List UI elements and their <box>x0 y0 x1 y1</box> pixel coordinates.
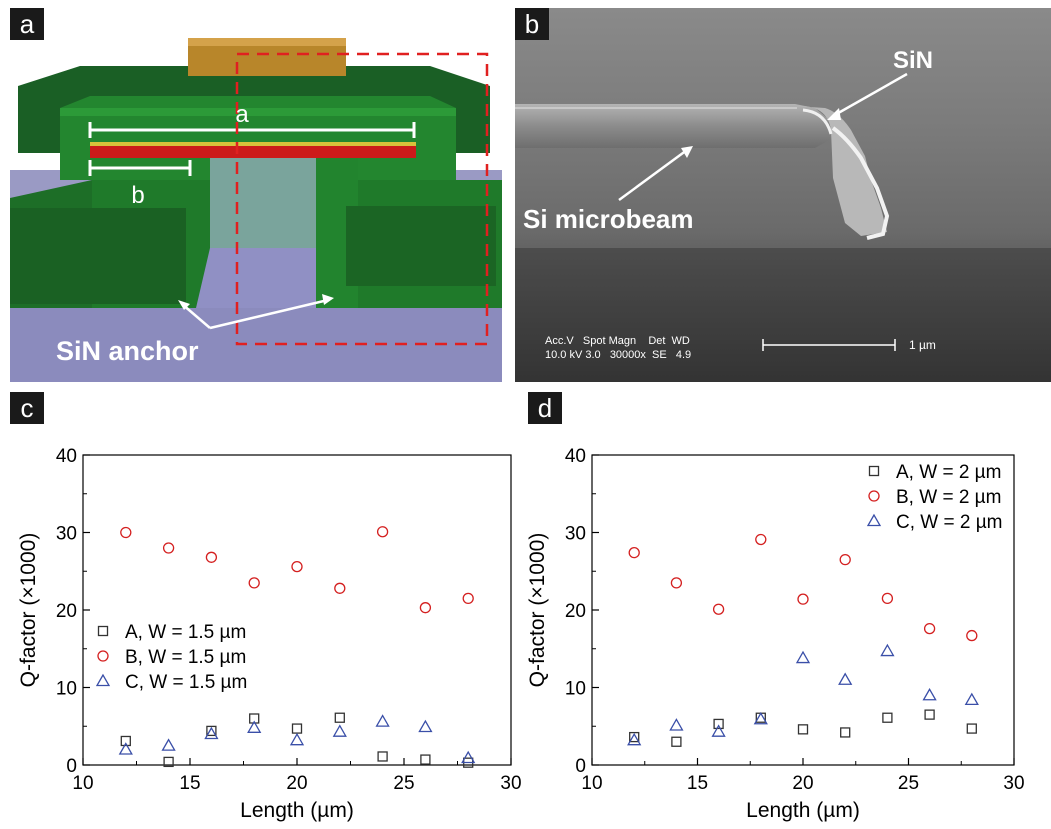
series-c-point <box>966 694 978 705</box>
legend-marker-c <box>97 675 109 686</box>
series-b-point <box>882 593 892 603</box>
schematic-panel: a b SiN anchor a <box>10 8 502 382</box>
x-tick-label: 20 <box>792 773 813 794</box>
series-c-point <box>334 726 346 737</box>
legend-marker-a <box>870 467 879 476</box>
chart-c-svg: 1015202530010203040Length (µm)Q-factor (… <box>0 420 525 824</box>
series-c-point <box>881 645 893 656</box>
y-tick-label: 30 <box>56 524 77 545</box>
series-c-point <box>377 716 389 727</box>
series-c-point <box>797 652 809 663</box>
y-tick-label: 10 <box>565 679 586 700</box>
series-b-point <box>206 552 216 562</box>
series-b-point <box>463 593 473 603</box>
y-tick-label: 40 <box>56 446 77 467</box>
series-a-point <box>883 713 892 722</box>
series-b-point <box>671 578 681 588</box>
x-tick-label: 30 <box>1003 773 1024 794</box>
y-tick-label: 30 <box>565 524 586 545</box>
y-tick-label: 40 <box>565 446 586 467</box>
chart-d-svg: 1015202530010203040Length (µm)Q-factor (… <box>525 420 1051 824</box>
y-tick-label: 20 <box>565 601 586 622</box>
dimension-a-label: a <box>235 101 249 128</box>
series-c-point <box>839 674 851 685</box>
series-b-point <box>164 543 174 553</box>
series-b-point <box>756 534 766 544</box>
series-c-point <box>670 719 682 730</box>
series-b-point <box>714 604 724 614</box>
panel-d-tag: d <box>528 392 562 424</box>
series-a-point <box>335 713 344 722</box>
sin-anchor-label: SiN anchor <box>56 336 199 366</box>
series-c-point <box>419 721 431 732</box>
series-b-point <box>925 624 935 634</box>
y-tick-label: 0 <box>66 756 77 777</box>
series-b-point <box>378 527 388 537</box>
series-a-point <box>841 728 850 737</box>
series-c-point <box>924 689 936 700</box>
x-axis-label: Length (µm) <box>746 799 860 822</box>
legend-marker-c <box>868 515 880 526</box>
legend-label-c: C, W = 2 µm <box>896 512 1003 533</box>
dimension-b-label: b <box>131 182 144 209</box>
si-microbeam-label: Si microbeam <box>523 204 694 234</box>
series-c-point <box>163 740 175 751</box>
panel-c-tag: c <box>10 392 44 424</box>
series-a-point <box>714 719 723 728</box>
legend-label-a: A, W = 2 µm <box>896 462 1001 483</box>
x-axis-label: Length (µm) <box>240 799 354 822</box>
legend-marker-a <box>99 627 108 636</box>
series-b-point <box>967 631 977 641</box>
series-b-point <box>121 528 131 538</box>
x-tick-label: 15 <box>687 773 708 794</box>
sem-panel: SiN Si microbeam Acc.V Spot Magn Det WD … <box>515 8 1051 382</box>
series-b-point <box>420 603 430 613</box>
series-b-point <box>249 578 259 588</box>
legend-label-c: C, W = 1.5 µm <box>125 672 247 693</box>
series-a-point <box>378 752 387 761</box>
y-axis-label: Q-factor (×1000) <box>17 533 40 688</box>
y-tick-label: 20 <box>56 601 77 622</box>
series-b-point <box>292 562 302 572</box>
series-b-point <box>629 548 639 558</box>
schematic-drawing: a b SiN anchor <box>10 8 502 382</box>
legend-marker-b <box>98 651 108 661</box>
series-c-point <box>291 734 303 745</box>
sem-image: SiN Si microbeam Acc.V Spot Magn Det WD … <box>515 8 1051 382</box>
y-tick-label: 10 <box>56 679 77 700</box>
y-axis-label: Q-factor (×1000) <box>526 533 549 688</box>
legend-label-a: A, W = 1.5 µm <box>125 622 246 643</box>
legend-label-b: B, W = 2 µm <box>896 487 1001 508</box>
plot-frame <box>83 455 511 765</box>
chart-c: 1015202530010203040Length (µm)Q-factor (… <box>0 420 525 824</box>
series-a-point <box>672 737 681 746</box>
panel-b-tag: b <box>515 8 549 40</box>
x-tick-label: 25 <box>898 773 919 794</box>
sem-info-line2: 10.0 kV 3.0 30000x SE 4.9 <box>545 349 691 361</box>
series-a-point <box>293 724 302 733</box>
y-tick-label: 0 <box>575 756 586 777</box>
scale-bar-label: 1 µm <box>909 338 936 352</box>
series-a-point <box>967 724 976 733</box>
x-tick-label: 20 <box>286 773 307 794</box>
x-tick-label: 30 <box>500 773 521 794</box>
legend-marker-b <box>869 491 879 501</box>
series-a-point <box>421 755 430 764</box>
series-b-point <box>798 594 808 604</box>
x-tick-label: 25 <box>393 773 414 794</box>
sem-info-line1: Acc.V Spot Magn Det WD <box>545 335 690 347</box>
sin-label: SiN <box>893 47 933 74</box>
chart-d: 1015202530010203040Length (µm)Q-factor (… <box>525 420 1051 824</box>
series-a-point <box>925 710 934 719</box>
series-b-point <box>335 583 345 593</box>
panel-a-tag: a <box>10 8 44 40</box>
x-tick-label: 15 <box>179 773 200 794</box>
series-a-point <box>799 725 808 734</box>
series-b-point <box>840 555 850 565</box>
legend-label-b: B, W = 1.5 µm <box>125 647 246 668</box>
